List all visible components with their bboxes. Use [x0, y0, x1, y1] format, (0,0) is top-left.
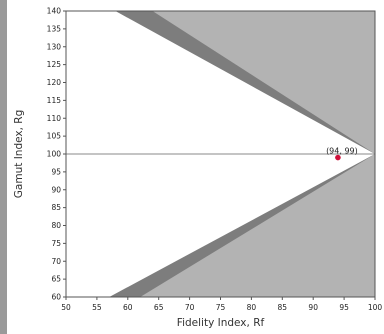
y-tick-label: 95	[51, 167, 61, 176]
y-tick-label: 115	[47, 96, 62, 105]
x-tick-label: 60	[123, 303, 133, 312]
y-tick-label: 75	[51, 239, 61, 248]
x-tick-label: 85	[278, 303, 288, 312]
data-points: (94, 99)	[326, 147, 358, 161]
y-axis-ticks: 60 65 70 75 80 85 90 95 100 105 110 115 120 125 130 135…	[47, 7, 66, 302]
x-axis-ticks: 50 55 60 65 70 75 80 85 90 95 100	[61, 297, 382, 312]
y-tick-label: 125	[47, 60, 62, 69]
y-tick-label: 60	[51, 293, 61, 302]
x-tick-label: 90	[308, 303, 318, 312]
y-tick-label: 100	[47, 150, 62, 159]
y-tick-label: 130	[47, 42, 62, 51]
x-tick-label: 75	[216, 303, 226, 312]
y-tick-label: 135	[47, 24, 62, 33]
x-tick-label: 100	[368, 303, 383, 312]
x-tick-label: 65	[154, 303, 164, 312]
y-tick-label: 80	[51, 221, 61, 230]
y-axis-title: Gamut Index, Rg	[13, 110, 25, 198]
x-tick-label: 55	[92, 303, 102, 312]
x-tick-label: 70	[185, 303, 195, 312]
x-tick-label: 50	[61, 303, 71, 312]
y-tick-label: 120	[47, 78, 62, 87]
y-tick-label: 110	[47, 114, 62, 123]
x-tick-label: 80	[247, 303, 257, 312]
y-tick-label: 70	[51, 257, 61, 266]
x-tick-label: 95	[339, 303, 349, 312]
data-point-label: (94, 99)	[326, 147, 358, 156]
y-tick-label: 140	[47, 7, 62, 16]
y-tick-label: 90	[51, 185, 61, 194]
data-point	[335, 154, 341, 161]
y-tick-label: 105	[47, 132, 62, 141]
y-tick-label: 65	[51, 275, 61, 284]
x-axis-title: Fidelity Index, Rf	[177, 317, 265, 329]
left-edge-strip	[0, 0, 7, 334]
y-tick-label: 85	[51, 203, 61, 212]
